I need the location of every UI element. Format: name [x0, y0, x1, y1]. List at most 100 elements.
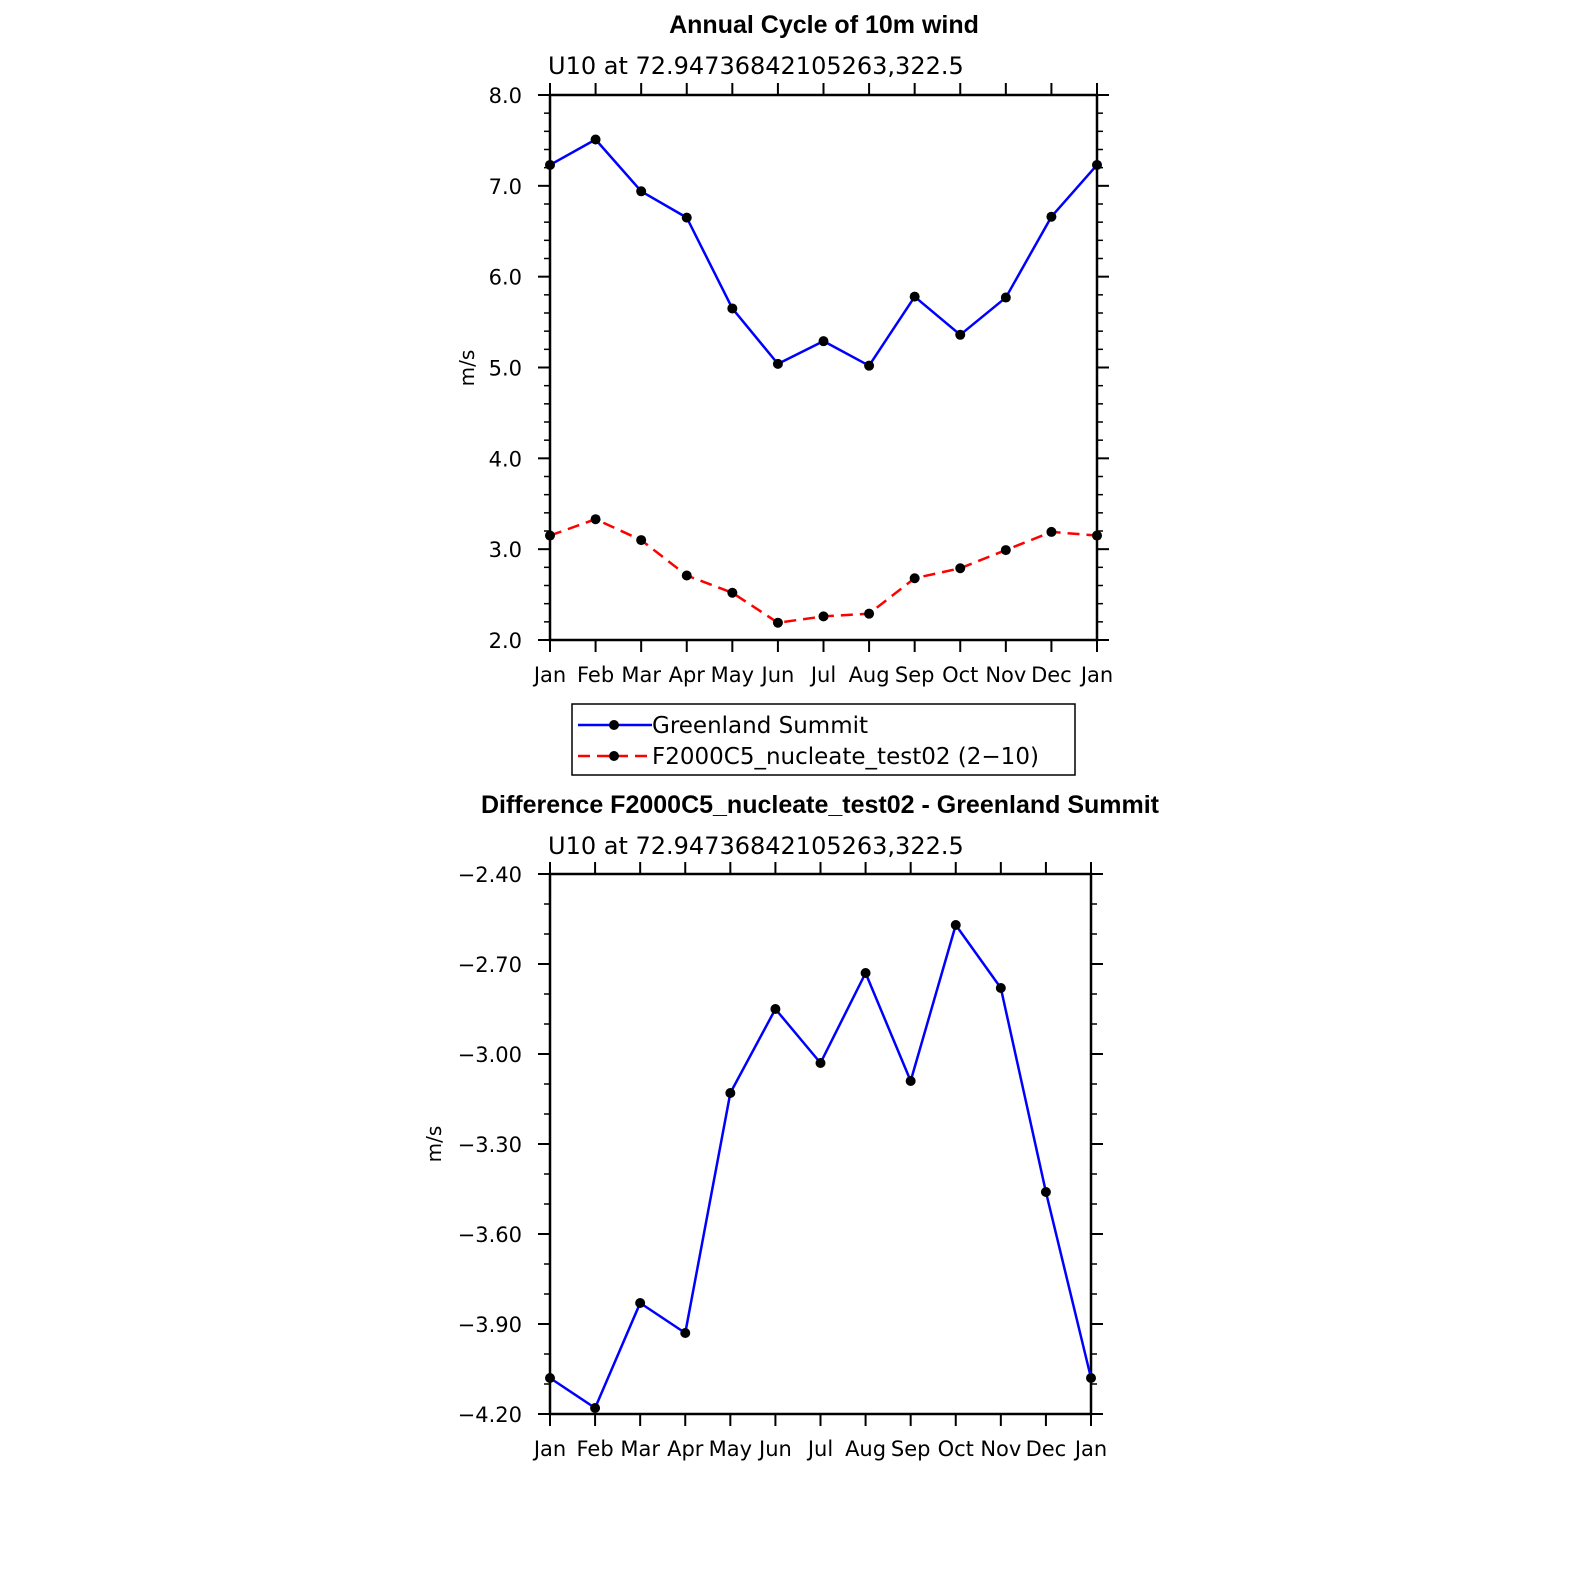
data-point	[818, 611, 829, 622]
data-point	[1040, 1187, 1051, 1197]
y-tick-label: −3.60	[458, 1223, 522, 1247]
data-point	[727, 303, 738, 314]
y-tick-label: 7.0	[489, 175, 522, 199]
data-point	[815, 1058, 826, 1068]
y-tick-label: 6.0	[489, 266, 522, 290]
data-point	[681, 570, 692, 581]
data-point	[545, 530, 555, 541]
x-tick-label: Oct	[938, 1437, 974, 1461]
legend-label-greenland: Greenland Summit	[652, 713, 868, 739]
data-point	[995, 983, 1006, 993]
y-tick-label: 8.0	[489, 84, 522, 108]
x-tick-label: Nov	[980, 1437, 1021, 1461]
x-tick-label: Jan	[1079, 663, 1113, 687]
data-point	[590, 514, 601, 525]
data-point	[635, 1298, 646, 1308]
x-tick-label: Dec	[1031, 663, 1072, 687]
x-tick-label: Jan	[532, 663, 566, 687]
y-tick-label: −4.20	[458, 1403, 522, 1427]
x-tick-label: Feb	[577, 663, 614, 687]
legend-box	[571, 703, 1076, 776]
data-point	[864, 360, 875, 371]
x-tick-label: Dec	[1026, 1437, 1067, 1461]
data-point	[681, 212, 692, 223]
y-tick-label: −3.30	[458, 1133, 522, 1157]
x-tick-label: Mar	[620, 1437, 660, 1461]
data-point	[727, 587, 738, 598]
data-point	[909, 291, 920, 302]
data-point	[860, 968, 871, 978]
x-tick-label: May	[709, 1437, 752, 1461]
data-point	[950, 920, 961, 930]
legend: Greenland Summit F2000C5_nucleate_test02…	[571, 703, 1076, 776]
data-point	[1086, 1373, 1096, 1383]
data-point	[680, 1328, 691, 1338]
chart-title: Annual Cycle of 10m wind	[669, 11, 979, 39]
y-tick-label: 4.0	[489, 447, 522, 471]
plot-area: Jan Feb Mar Apr May Jun Jul Aug Sep Oct Nov Dec Jan−…	[458, 862, 1107, 1461]
data-point	[905, 1076, 916, 1086]
x-tick-label: Apr	[667, 1437, 704, 1461]
y-tick-label: −2.70	[458, 953, 522, 977]
data-point	[955, 563, 966, 574]
data-point	[1092, 530, 1102, 541]
data-point	[636, 186, 647, 197]
x-tick-label: Sep	[895, 663, 935, 687]
series-line	[549, 923, 1093, 1410]
x-tick-label: Jun	[760, 663, 795, 687]
data-point	[1000, 545, 1011, 556]
data-point	[545, 159, 555, 170]
difference-chart: Difference F2000C5_nucleate_test02 - Gre…	[422, 791, 1160, 1461]
legend-label-f2000c5: F2000C5_nucleate_test02 (2−10)	[652, 744, 1039, 770]
data-point	[1046, 211, 1057, 222]
data-point	[772, 358, 783, 369]
data-point	[725, 1088, 736, 1098]
data-point	[770, 1004, 781, 1014]
x-tick-label: Jan	[1073, 1437, 1107, 1461]
plot-frame	[548, 93, 1099, 642]
x-tick-label: Oct	[942, 663, 978, 687]
chart-subtitle: U10 at 72.94736842105263,322.5	[548, 52, 964, 80]
data-point	[545, 1373, 555, 1383]
y-tick-label: 2.0	[489, 629, 522, 653]
x-tick-label: Aug	[849, 663, 890, 687]
x-tick-label: Jul	[809, 663, 836, 687]
data-point	[590, 134, 601, 145]
plot-frame	[548, 872, 1093, 1416]
x-tick-label: Mar	[621, 663, 661, 687]
x-tick-label: Jun	[757, 1437, 792, 1461]
chart-subtitle: U10 at 72.94736842105263,322.5	[548, 832, 964, 860]
x-tick-label: Nov	[985, 663, 1026, 687]
x-tick-label: Feb	[576, 1437, 613, 1461]
x-tick-label: Sep	[891, 1437, 931, 1461]
y-axis-label: m/s	[455, 350, 479, 387]
y-tick-label: −3.90	[458, 1313, 522, 1337]
legend-marker-greenland	[609, 720, 619, 730]
data-point	[818, 336, 829, 347]
data-point	[1000, 292, 1011, 303]
data-point	[636, 535, 647, 546]
data-point	[909, 573, 920, 584]
data-point	[590, 1403, 601, 1413]
annual-cycle-chart: Annual Cycle of 10m wind U10 at 72.94736…	[455, 11, 1113, 687]
data-point	[955, 329, 966, 340]
y-axis-label: m/s	[422, 1126, 446, 1163]
x-tick-label: Jan	[532, 1437, 566, 1461]
data-point	[864, 608, 875, 619]
x-tick-label: Aug	[845, 1437, 886, 1461]
y-tick-label: 5.0	[489, 357, 522, 381]
data-point	[1092, 159, 1102, 170]
data-point	[772, 617, 783, 628]
legend-marker-f2000c5	[609, 751, 619, 761]
y-tick-label: 3.0	[489, 538, 522, 562]
x-tick-label: Jul	[806, 1437, 833, 1461]
y-tick-label: −3.00	[458, 1043, 522, 1067]
data-point	[1046, 526, 1057, 537]
plot-area: Jan Feb Mar Apr May Jun Jul Aug Sep Oct Nov Dec Jan 2…	[489, 83, 1113, 687]
x-tick-label: Apr	[669, 663, 706, 687]
chart-title: Difference F2000C5_nucleate_test02 - Gre…	[481, 791, 1160, 819]
x-tick-label: May	[711, 663, 754, 687]
y-tick-label: −2.40	[458, 863, 522, 887]
series-line	[549, 517, 1098, 624]
